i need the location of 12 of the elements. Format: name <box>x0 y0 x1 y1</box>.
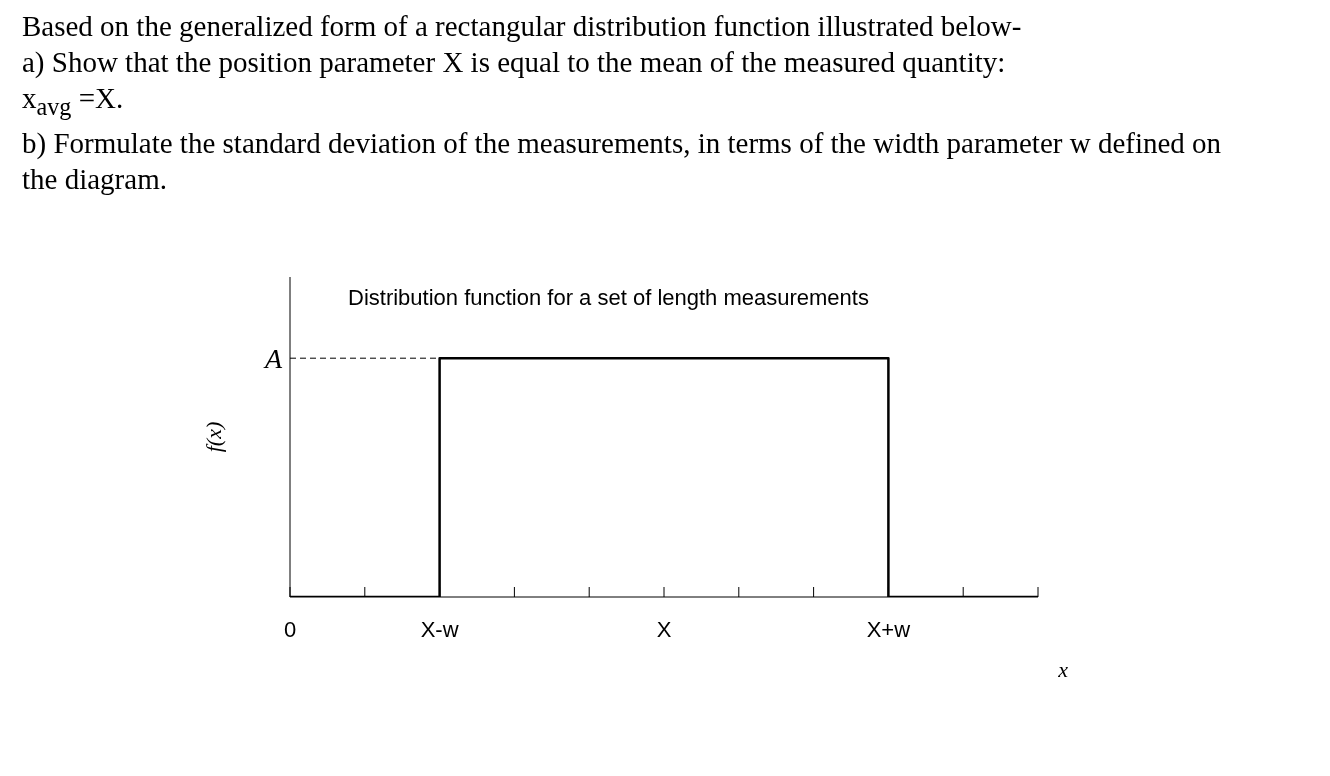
chart-title: Distribution function for a set of length measurements <box>348 284 869 311</box>
x-tick-label: X <box>656 616 672 642</box>
text: Based on the generalized form of a rectangular distribution function illustrated below- <box>22 9 1023 44</box>
y-axis-title: f(x) <box>200 421 226 453</box>
x-axis-title: x <box>1057 656 1069 682</box>
text: a) Show that the position parameter X is equal to the mean of the measured quantity: <box>22 45 1007 80</box>
x-tick-label: X-w <box>420 616 459 642</box>
x-tick-label: X+w <box>866 616 911 642</box>
text: x$_{avg}$ =X. <box>22 81 125 122</box>
ref-line-label: A <box>262 342 283 374</box>
x-tick-label: 0 <box>283 616 297 642</box>
text: b) Formulate the standard deviation of the measurements, in terms of the width parameter w defined on the diagram. <box>22 125 1222 197</box>
